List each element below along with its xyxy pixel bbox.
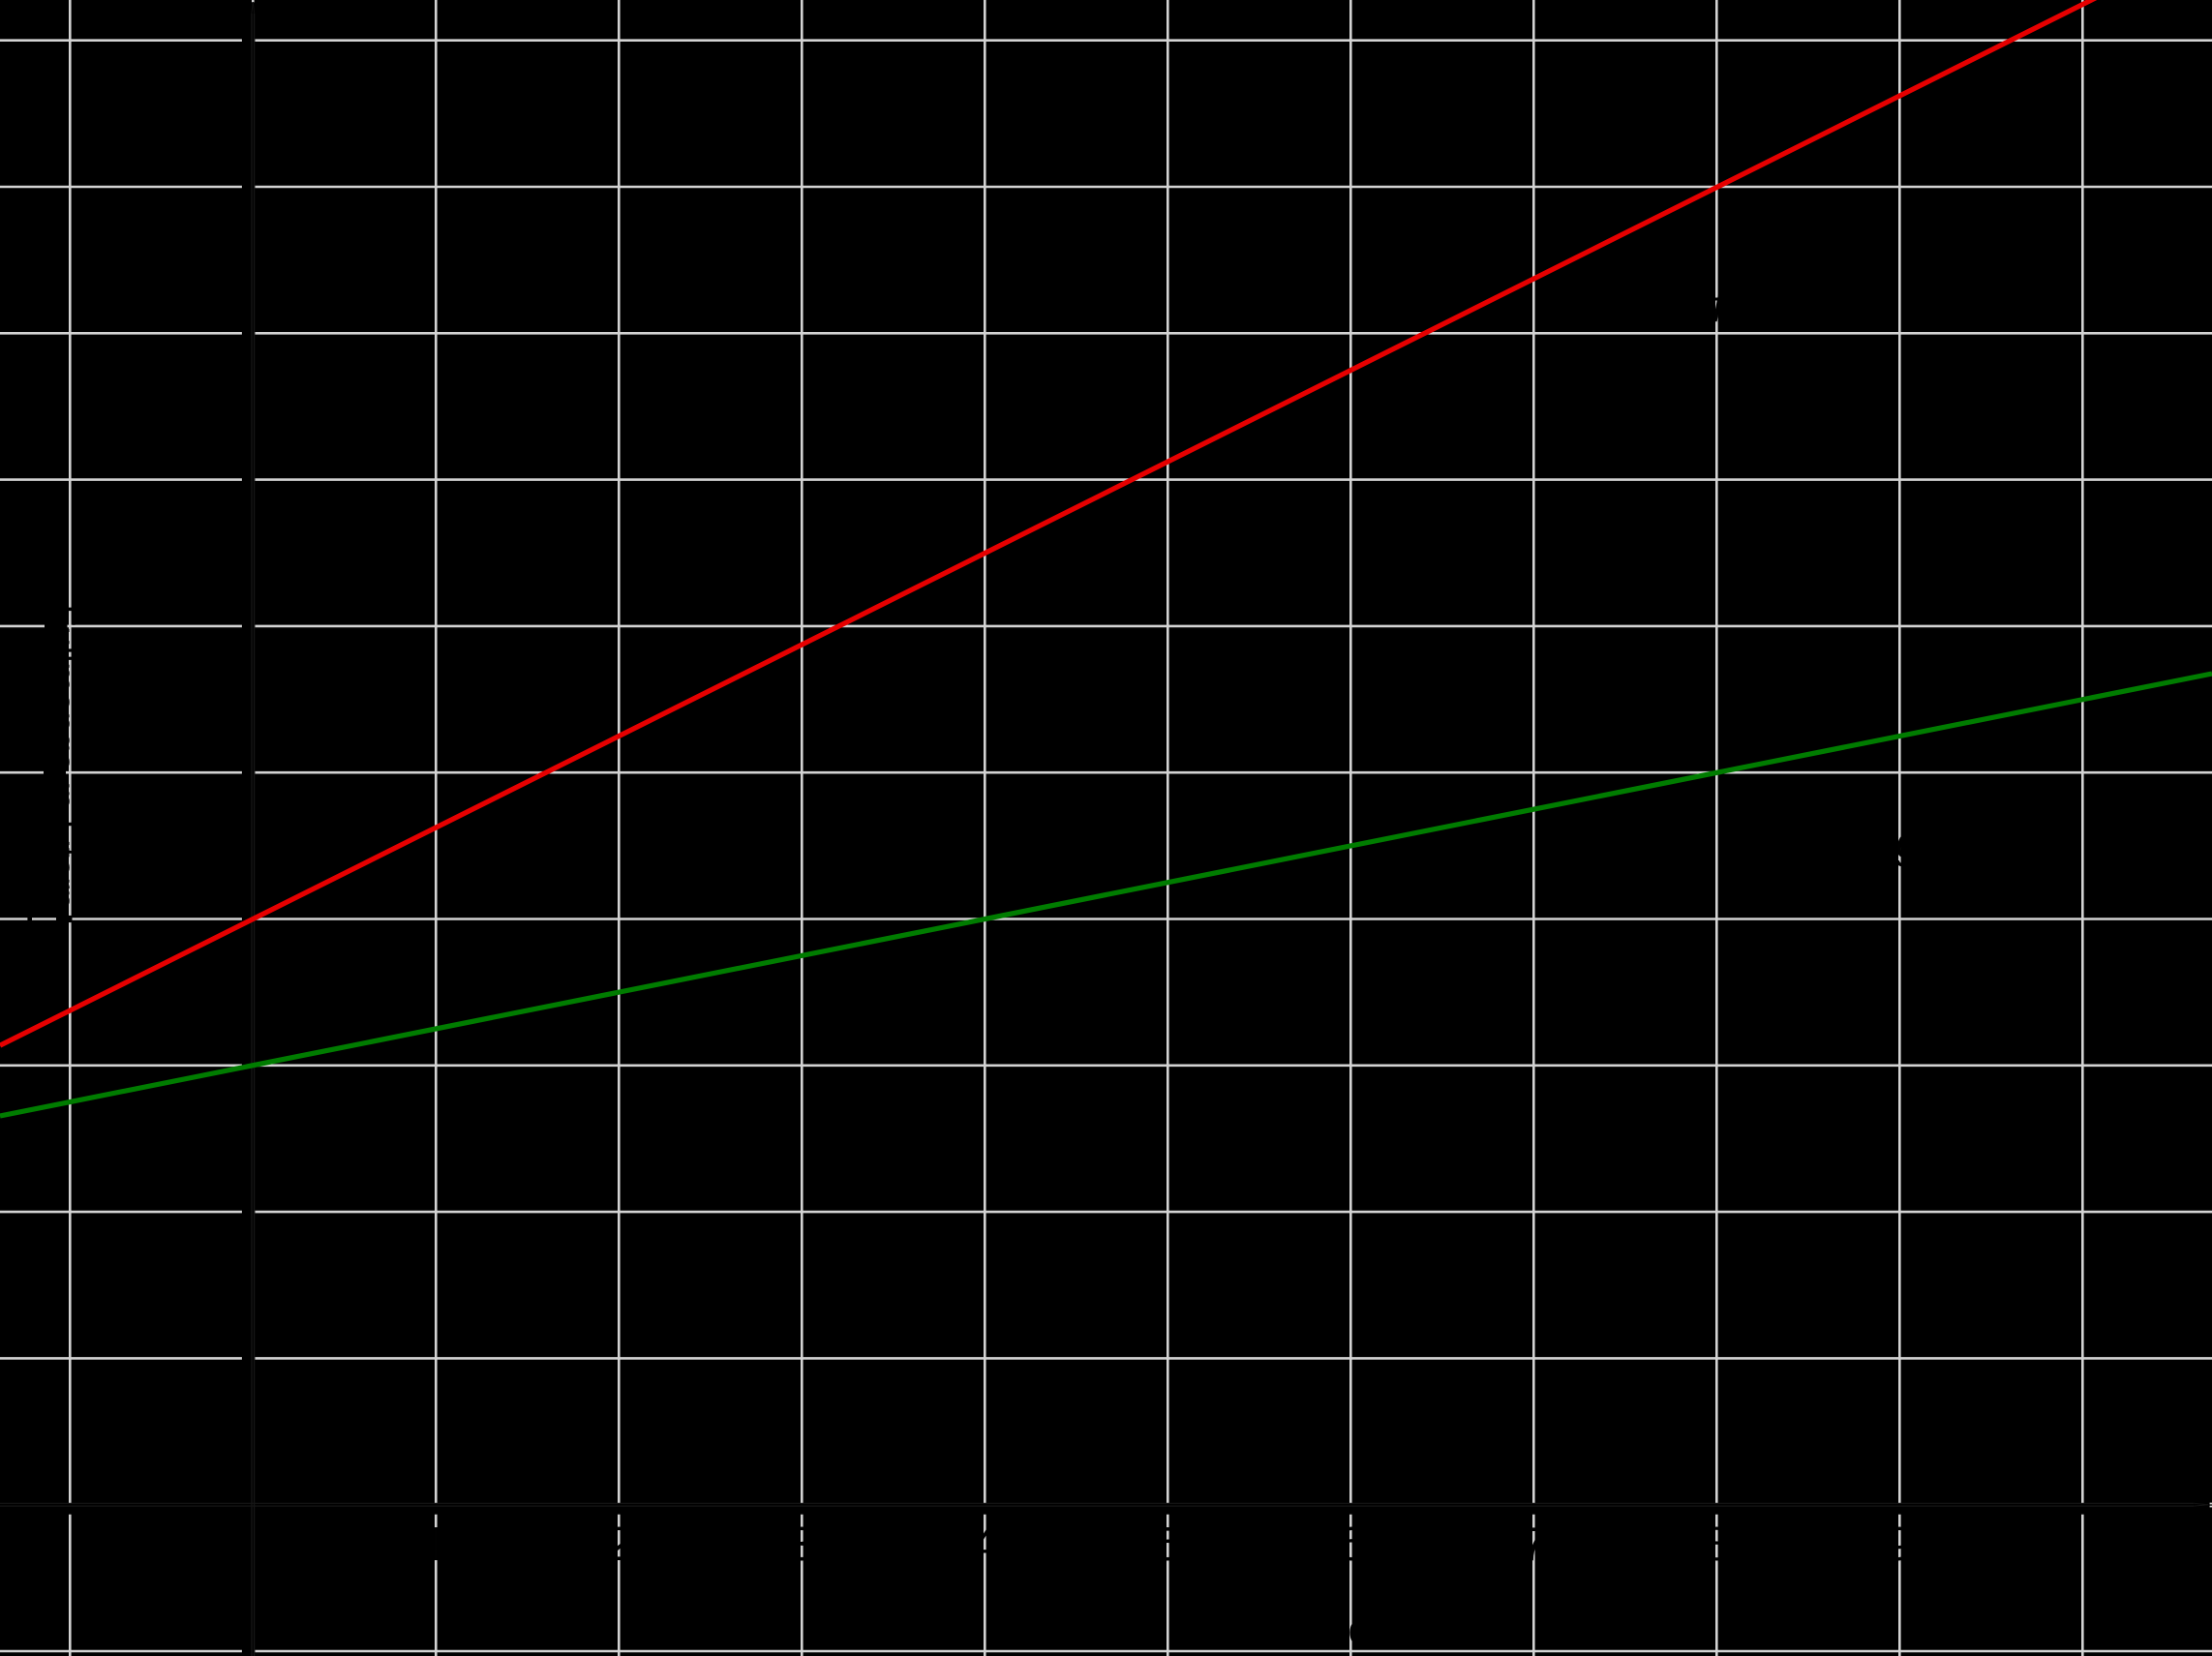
svg-text:3: 3 — [789, 1519, 815, 1571]
svg-text:g: g — [1895, 817, 1921, 867]
svg-text:1: 1 — [423, 1519, 449, 1571]
svg-text:4: 4 — [972, 1519, 998, 1571]
svg-text:f: f — [1712, 281, 1728, 331]
svg-text:9: 9 — [1887, 1519, 1913, 1571]
svg-text:10: 10 — [2056, 1519, 2109, 1571]
svg-text:Zeit: Zeit — [906, 1587, 971, 1630]
svg-text:2: 2 — [606, 1519, 632, 1571]
svg-text:Füllmenge in Litern: Füllmenge in Litern — [43, 605, 82, 910]
svg-text:7: 7 — [1521, 1519, 1547, 1571]
svg-text:Sekunden: Sekunden — [1197, 1604, 1397, 1654]
svg-text:8: 8 — [1704, 1519, 1730, 1571]
svg-text:5: 5 — [1155, 1519, 1181, 1571]
svg-text:6: 6 — [1338, 1519, 1364, 1571]
